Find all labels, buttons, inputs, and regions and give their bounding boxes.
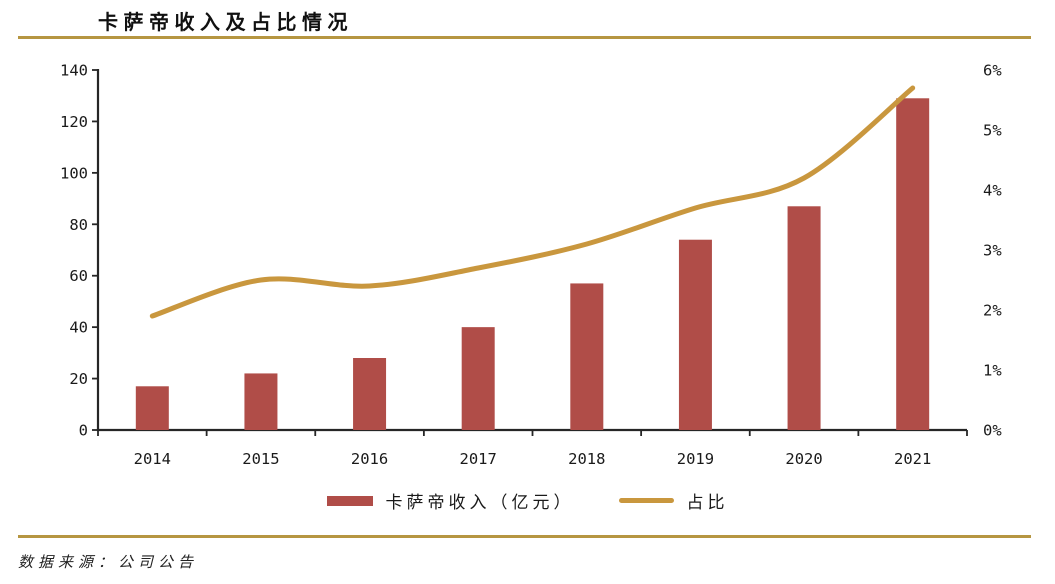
x-axis-label-2019: 2019: [677, 450, 714, 468]
bottom-divider-rule: [18, 535, 1031, 538]
legend-label-revenue: 卡萨帝收入（亿元）: [385, 493, 575, 512]
ratio-line: [149, 85, 916, 319]
left-axis-tick-label: 120: [60, 113, 88, 131]
right-axis-tick-label: 3%: [983, 242, 1002, 260]
left-axis-tick-label: 20: [69, 370, 88, 388]
legend-item-ratio: 占比: [618, 488, 729, 513]
x-axis-label-2018: 2018: [568, 450, 605, 468]
x-axis-label-2021: 2021: [894, 450, 931, 468]
legend-item-revenue: 卡萨帝收入（亿元）: [326, 488, 575, 513]
left-axis-tick-label: 100: [60, 164, 88, 182]
ratio-line-swatch: [618, 498, 674, 503]
left-axis-tick-label: 40: [69, 319, 88, 337]
x-axis-label-2020: 2020: [785, 450, 822, 468]
right-axis-tick-label: 6%: [983, 62, 1002, 80]
left-axis-tick-label: 140: [60, 62, 88, 80]
right-axis-tick-label: 2%: [983, 302, 1002, 320]
left-axis-tick-label: 80: [69, 216, 88, 234]
revenue-bar-swatch: [326, 495, 373, 506]
page-title: 卡萨帝收入及占比情况: [98, 12, 353, 34]
x-axis-label-2014: 2014: [134, 450, 171, 468]
bar-2021: [896, 98, 930, 431]
bar-2015: [244, 373, 278, 430]
right-axis-tick-label: 0%: [983, 422, 1002, 440]
legend-label-ratio: 占比: [686, 493, 729, 512]
x-axis-label-2016: 2016: [351, 450, 388, 468]
legend: 卡萨帝收入（亿元） 占比: [0, 488, 1055, 513]
x-axis-label-2015: 2015: [242, 450, 279, 468]
right-axis-tick-label: 5%: [983, 122, 1002, 140]
bar-2019: [678, 239, 712, 430]
left-axis-tick-label: 60: [69, 267, 88, 285]
x-axis-label-2017: 2017: [460, 450, 497, 468]
right-axis-tick-label: 1%: [983, 362, 1002, 380]
top-divider-rule: [18, 36, 1031, 39]
bar-2016: [353, 358, 387, 430]
right-axis-tick-label: 4%: [983, 182, 1002, 200]
bar-2017: [461, 327, 495, 430]
left-axis-tick-label: 0: [79, 422, 88, 440]
bar-2014: [135, 386, 169, 430]
bar-2020: [787, 206, 821, 430]
bar-2018: [570, 283, 604, 430]
data-source-note: 数据来源：公司公告: [18, 555, 199, 571]
